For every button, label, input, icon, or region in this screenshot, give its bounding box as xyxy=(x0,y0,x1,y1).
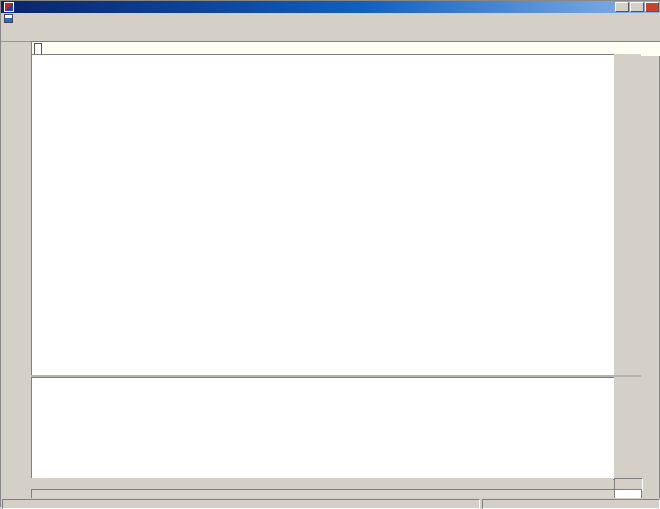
maximize-button[interactable] xyxy=(630,2,644,12)
study-tabs-row xyxy=(31,478,613,489)
minimize-button[interactable] xyxy=(615,2,629,12)
app-icon xyxy=(4,2,14,12)
price-chart-panel[interactable] xyxy=(31,54,615,376)
price-axis xyxy=(614,54,641,375)
status-page-text xyxy=(482,499,660,509)
oscillator-panel[interactable] xyxy=(31,377,615,480)
title-bar xyxy=(1,1,660,13)
close-button[interactable] xyxy=(645,2,659,12)
quote-date xyxy=(34,42,42,55)
panel-splitter[interactable] xyxy=(31,375,641,377)
status-help-text xyxy=(2,499,480,509)
oscillator-axis xyxy=(614,377,641,478)
main-toolbar xyxy=(1,24,660,42)
chart-mdi-icon[interactable] xyxy=(4,14,13,23)
